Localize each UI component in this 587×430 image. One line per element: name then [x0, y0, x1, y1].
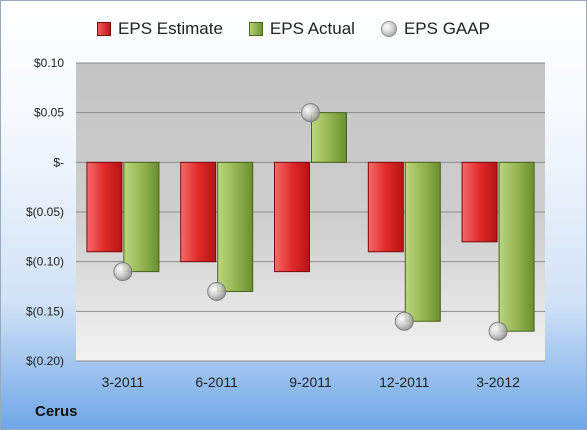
bar-eps-actual: [217, 161, 254, 292]
x-tick-label: 9-2011: [289, 374, 332, 390]
legend-label-eps-actual: EPS Actual: [269, 19, 355, 38]
y-tick-label: $(0.10): [26, 255, 64, 269]
bar-eps-actual: [311, 112, 347, 163]
bar-eps-estimate: [180, 161, 217, 263]
y-tick-label: $0.05: [34, 106, 64, 120]
y-tick-label: $-: [53, 155, 64, 169]
legend-item-eps-estimate: EPS Estimate: [97, 19, 223, 39]
chart-legend: EPS Estimate EPS Actual EPS GAAP: [1, 17, 586, 41]
bar-eps-estimate: [461, 161, 498, 243]
legend-swatch-eps-estimate: [97, 22, 112, 36]
legend-label-eps-estimate: EPS Estimate: [118, 19, 223, 38]
bar-eps-estimate: [274, 161, 310, 273]
marker-eps-gaap: [207, 281, 227, 301]
legend-swatch-eps-actual: [248, 22, 263, 36]
marker-eps-gaap: [488, 321, 508, 341]
bar-eps-estimate: [367, 161, 404, 253]
legend-item-eps-actual: EPS Actual: [248, 19, 355, 39]
legend-item-eps-gaap: EPS GAAP: [380, 19, 490, 39]
bar-eps-actual: [404, 161, 441, 322]
x-tick-label: 12-2011: [379, 374, 430, 390]
legend-marker-eps-gaap: [380, 21, 397, 37]
x-tick-label: 6-2011: [195, 374, 238, 390]
bar-eps-actual: [123, 161, 160, 273]
y-tick-label: $(0.20): [26, 354, 64, 368]
bar-eps-estimate: [86, 161, 123, 253]
marker-eps-gaap: [394, 311, 414, 331]
company-name: Cerus: [35, 403, 78, 420]
y-tick-label: $0.10: [34, 56, 64, 70]
marker-eps-gaap: [301, 103, 320, 123]
legend-label-eps-gaap: EPS GAAP: [403, 19, 490, 38]
bar-eps-actual: [498, 161, 535, 332]
y-tick-label: $(0.05): [26, 205, 64, 219]
x-tick-label: 3-2012: [476, 374, 520, 390]
marker-eps-gaap: [113, 262, 133, 282]
x-tick-label: 3-2011: [102, 374, 145, 390]
y-tick-label: $(0.15): [26, 304, 64, 318]
